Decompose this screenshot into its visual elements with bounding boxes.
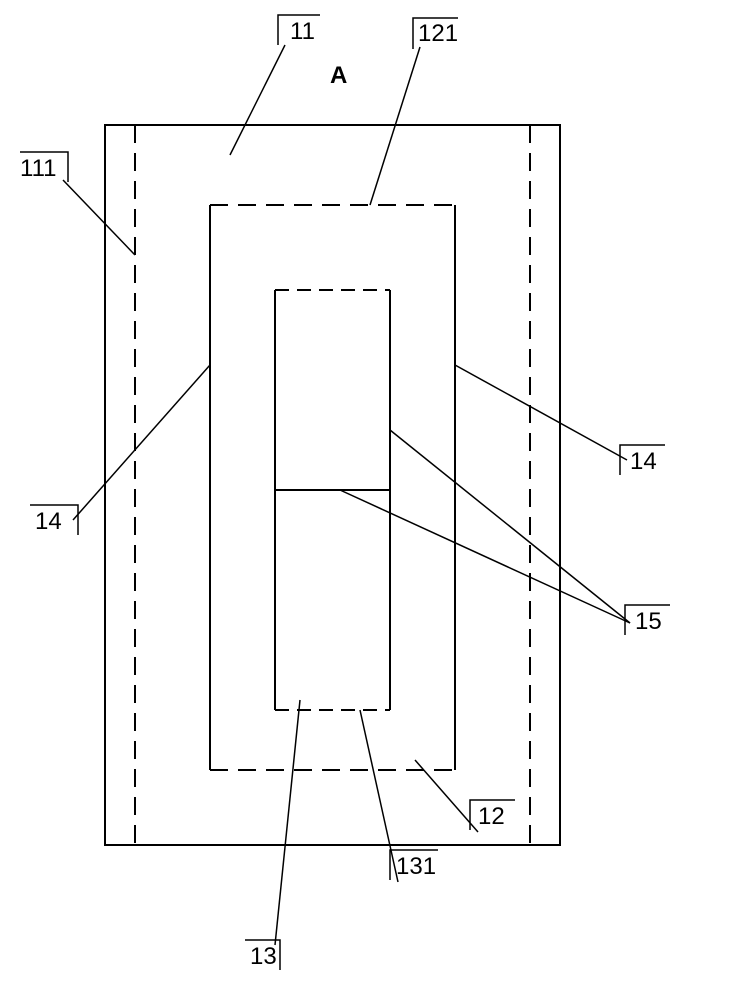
leader-13 xyxy=(275,700,300,945)
ref-label-14-left: 14 xyxy=(35,508,62,536)
ref-label-13: 13 xyxy=(250,943,277,971)
ref-label-12: 12 xyxy=(478,803,505,831)
ref-label-14-right: 14 xyxy=(630,448,657,476)
outer-rect xyxy=(105,125,560,845)
leader-14-right xyxy=(455,365,627,460)
ref-label-15: 15 xyxy=(635,608,662,636)
leader-15-b xyxy=(390,430,630,623)
leader-15-a xyxy=(340,490,630,623)
ref-label-131: 131 xyxy=(396,853,436,881)
leader-11 xyxy=(230,45,285,155)
view-label-A: A xyxy=(330,62,347,90)
leader-111 xyxy=(63,180,135,255)
ref-label-121: 121 xyxy=(418,20,458,48)
diagram-svg xyxy=(0,0,741,1000)
leader-14-left xyxy=(73,365,210,520)
leader-131 xyxy=(360,710,398,882)
ref-label-111: 111 xyxy=(20,155,56,183)
ref-label-11: 11 xyxy=(290,18,315,46)
